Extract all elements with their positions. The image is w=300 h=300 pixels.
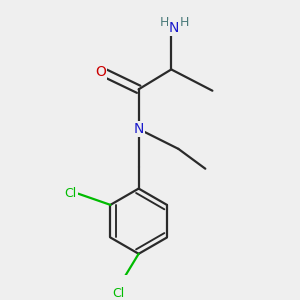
Text: O: O	[95, 65, 106, 79]
Text: N: N	[169, 21, 179, 35]
Text: N: N	[134, 122, 144, 136]
Text: Cl: Cl	[64, 187, 77, 200]
Text: H: H	[160, 16, 169, 29]
Text: H: H	[180, 16, 190, 29]
Text: Cl: Cl	[113, 287, 125, 300]
